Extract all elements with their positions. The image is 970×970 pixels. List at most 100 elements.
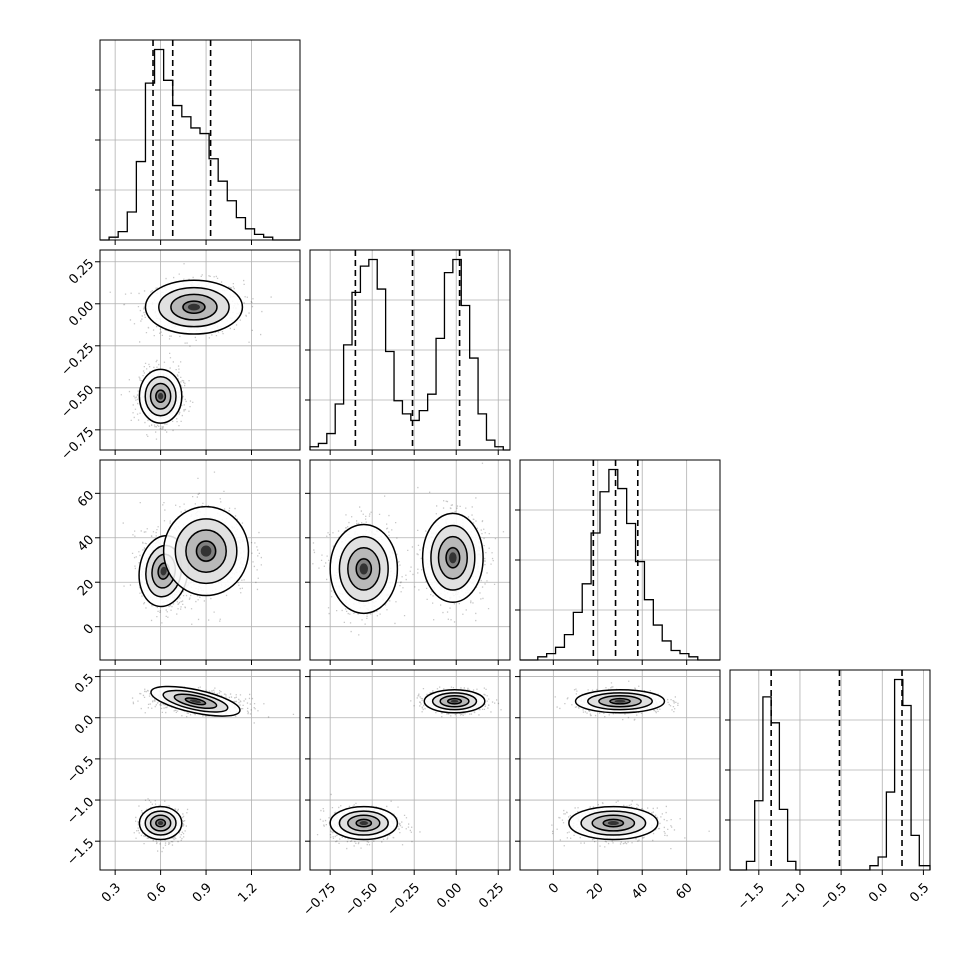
contour-line — [598, 695, 642, 708]
x-tick-label: 40 — [629, 880, 651, 902]
histogram-bars — [520, 468, 720, 661]
y-tick-label: 20 — [75, 577, 97, 599]
contour-line — [329, 523, 399, 615]
contour-line — [155, 389, 167, 404]
density-peak — [157, 821, 164, 826]
density-peak — [614, 699, 626, 703]
x-tick-label: 0.9 — [190, 880, 215, 905]
x-tick-label: 0.0 — [866, 880, 891, 905]
density-peak — [189, 699, 202, 704]
contour-line — [184, 697, 207, 706]
y-tick-label: 0.5 — [72, 671, 97, 696]
contour-line — [602, 818, 625, 828]
panel-frame — [519, 669, 721, 871]
histogram-panel-1 — [95, 39, 301, 245]
density-mode-1 — [574, 689, 666, 714]
contour-line — [439, 695, 470, 708]
density-mode-2 — [162, 505, 250, 597]
contour-line — [185, 529, 227, 573]
contour-line — [445, 547, 461, 569]
x-tick-label: 0.6 — [144, 880, 169, 905]
contour-line — [149, 382, 172, 410]
y-tick-label: −0.50 — [59, 383, 98, 422]
contour-line — [446, 697, 463, 705]
y-tick-label: −0.5 — [64, 754, 97, 787]
x-tick-label: 0.25 — [476, 880, 507, 911]
y-tick-label: 40 — [75, 532, 97, 554]
density-peak — [449, 552, 457, 564]
density-mode-2 — [138, 805, 183, 841]
contour-line — [431, 692, 478, 711]
contour-line — [347, 547, 381, 591]
density-peak — [359, 563, 368, 575]
contour-line — [347, 814, 381, 832]
x-tick-label: 0 — [546, 880, 562, 896]
density-peak — [450, 699, 459, 703]
panel-frame — [309, 459, 511, 661]
y-tick-label: 0 — [81, 621, 97, 637]
density-peak — [359, 821, 368, 826]
density-peak — [187, 303, 200, 311]
panel-frame — [99, 459, 301, 661]
x-tick-label: −0.50 — [342, 880, 381, 919]
histogram-panel-3 — [515, 459, 721, 665]
histogram-panel-2 — [305, 249, 511, 455]
x-tick-label: −0.25 — [384, 880, 423, 919]
density-mode-1 — [423, 689, 486, 714]
x-tick-label: −1.5 — [735, 880, 768, 913]
x-tick-label: 20 — [585, 880, 607, 902]
contour-line — [138, 368, 183, 424]
contour-line — [162, 505, 250, 597]
contour-line — [144, 375, 177, 417]
density-mode-1 — [329, 523, 399, 615]
panel-frame — [99, 249, 301, 451]
scatter-panel-1-2: −0.75−0.50 −0.25 0.00 0.25 — [59, 249, 301, 464]
contour-line — [182, 300, 206, 314]
y-tick-label: 60 — [75, 488, 97, 510]
contour-line — [609, 697, 631, 705]
contour-line — [421, 512, 484, 603]
contour-line — [574, 689, 666, 714]
x-tick-label: −0.75 — [300, 880, 339, 919]
x-tick-label: 0.3 — [99, 880, 124, 905]
contour-line — [355, 558, 373, 580]
panel-frame — [729, 669, 931, 871]
panel-frame — [309, 249, 511, 451]
density-peak — [160, 566, 167, 576]
density-mode-1 — [144, 279, 244, 335]
density-mode-1 — [150, 685, 241, 717]
histogram-bars — [309, 258, 510, 451]
contour-line — [155, 818, 167, 828]
contour-line — [329, 805, 399, 841]
contour-line — [150, 685, 241, 717]
density-peak — [607, 821, 619, 826]
contour-line — [591, 814, 636, 832]
density-mode-2 — [138, 368, 183, 424]
density-peak — [200, 545, 212, 557]
x-tick-label: −0.5 — [817, 880, 850, 913]
contour-line — [144, 279, 244, 335]
x-tick-label: 0.00 — [434, 880, 465, 911]
scatter-panel-3-4: 0 20 40 60 — [515, 669, 721, 903]
contour-line — [355, 818, 373, 828]
density-mode-2 — [329, 805, 399, 841]
scatter-panel-2-3 — [305, 459, 511, 665]
panel-frame — [99, 669, 301, 871]
contour-line — [338, 535, 389, 602]
contour-line — [338, 810, 389, 836]
density-mode-2 — [568, 805, 659, 841]
y-tick-label: 0.0 — [72, 712, 97, 737]
contour-line — [568, 805, 659, 841]
x-tick-label: 1.2 — [235, 880, 260, 905]
contour-line — [170, 293, 218, 321]
x-tick-label: −1.0 — [776, 880, 809, 913]
density-mode-2 — [421, 512, 484, 603]
scatter-point-cloud — [551, 680, 710, 850]
contour-line — [437, 535, 468, 580]
contour-line — [144, 810, 177, 836]
contour-line — [158, 286, 230, 328]
density-peak — [157, 392, 164, 400]
y-tick-label: −0.75 — [59, 425, 98, 464]
scatter-panel-2-4: −0.75 −0.50 −0.25 0.00 0.25 — [300, 669, 511, 919]
